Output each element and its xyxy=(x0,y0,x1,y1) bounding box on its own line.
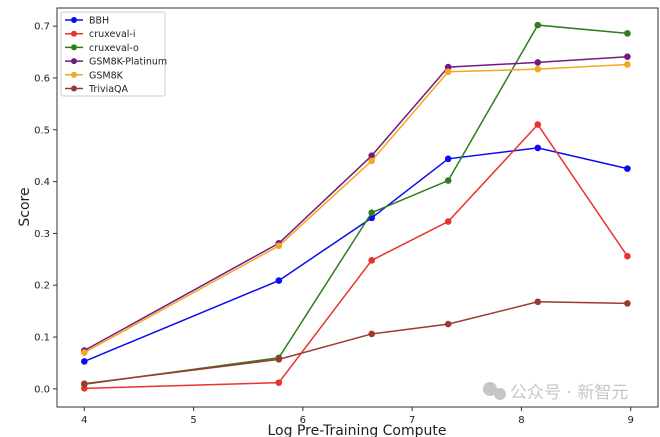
wechat-icon-bubble xyxy=(494,388,506,400)
data-point-GSM8K xyxy=(444,68,452,76)
y-tick-label: 0.3 xyxy=(34,229,50,240)
series-line-cruxeval-i xyxy=(84,123,629,390)
watermark-text: 公众号 · 新智元 xyxy=(510,383,628,403)
y-tick-label: 0.7 xyxy=(34,22,50,33)
legend-label: cruxeval-i xyxy=(89,29,135,40)
data-point-TriviaQA xyxy=(444,320,452,328)
data-point-GSM8K xyxy=(368,157,376,165)
legend xyxy=(60,11,166,97)
x-tick-label: 8 xyxy=(518,415,524,426)
legend-label: cruxeval-o xyxy=(89,43,139,54)
data-point-BBH xyxy=(444,155,452,163)
legend-marker xyxy=(71,85,77,92)
data-point-cruxeval-o xyxy=(368,209,376,216)
x-tick-label: 6 xyxy=(300,415,306,426)
y-axis-label: Score xyxy=(17,187,33,226)
x-axis-label: Log Pre-Training Compute xyxy=(267,423,446,437)
data-point-TriviaQA xyxy=(624,300,631,307)
data-point-cruxeval-o xyxy=(444,177,452,184)
y-tick-label: 0.2 xyxy=(34,281,50,292)
data-point-TriviaQA xyxy=(368,330,376,338)
data-point-cruxeval-i xyxy=(624,252,631,260)
data-point-GSM8K-Platinum xyxy=(368,152,376,159)
series-line-cruxeval-o xyxy=(84,24,628,385)
data-point-cruxeval-o xyxy=(624,30,631,37)
data-point-GSM8K xyxy=(275,242,283,250)
x-tick-label: 9 xyxy=(627,415,633,426)
legend-label: GSM8K xyxy=(89,70,124,81)
data-point-TriviaQA xyxy=(534,298,542,306)
legend-marker xyxy=(71,71,77,78)
series-line-BBH xyxy=(84,147,628,363)
series-line-GSM8K-Platinum xyxy=(83,55,628,352)
data-point-cruxeval-i xyxy=(275,379,283,386)
data-point-cruxeval-i xyxy=(444,218,452,225)
data-point-BBH xyxy=(81,358,88,365)
data-point-GSM8K xyxy=(81,349,88,356)
data-point-GSM8K xyxy=(624,61,631,68)
x-tick-label: 4 xyxy=(81,415,87,426)
y-tick-label: 0.6 xyxy=(34,73,50,84)
legend-marker xyxy=(71,17,77,23)
legend-marker xyxy=(71,30,77,37)
y-tick-label: 0.1 xyxy=(34,333,50,344)
y-tick-label: 0.5 xyxy=(34,125,50,136)
data-point-BBH xyxy=(275,277,283,284)
data-point-BBH xyxy=(534,144,542,152)
data-point-cruxeval-i xyxy=(368,257,376,264)
y-tick-label: 0.0 xyxy=(34,384,50,395)
data-point-GSM8K-Platinum xyxy=(444,63,452,71)
legend-label: TriviaQA xyxy=(88,84,129,95)
watermark: 公众号 · 新智元 xyxy=(483,382,628,403)
wechat-icon xyxy=(483,382,497,396)
x-tick-label: 7 xyxy=(409,415,415,426)
data-point-GSM8K-Platinum xyxy=(534,59,542,66)
series-line-TriviaQA xyxy=(84,301,628,385)
data-point-BBH xyxy=(624,165,631,172)
data-point-cruxeval-i xyxy=(534,121,542,128)
data-point-TriviaQA xyxy=(275,356,283,363)
legend-marker xyxy=(71,44,77,51)
x-tick-label: 5 xyxy=(190,415,196,426)
data-point-GSM8K-Platinum xyxy=(624,53,631,61)
data-point-cruxeval-o xyxy=(534,21,542,29)
series-line-GSM8K xyxy=(83,63,628,354)
legend-label: BBH xyxy=(89,16,109,27)
data-point-GSM8K xyxy=(534,65,542,73)
legend-marker xyxy=(71,58,77,65)
y-tick-label: 0.4 xyxy=(34,177,50,188)
legend-label: GSM8K-Platinum xyxy=(89,57,167,68)
data-point-TriviaQA xyxy=(81,380,88,387)
